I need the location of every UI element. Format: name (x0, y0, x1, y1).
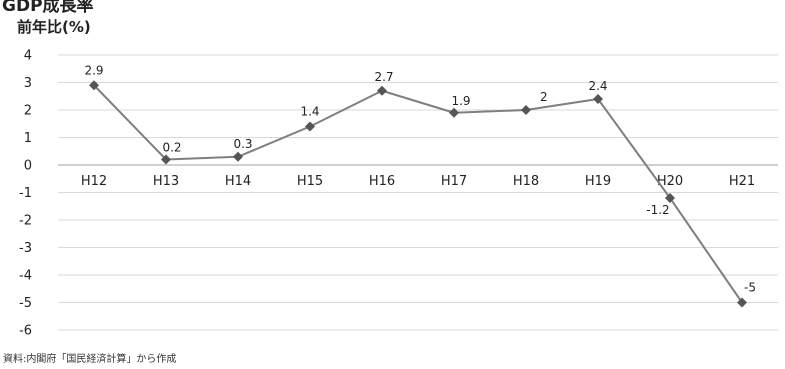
data-point-marker (305, 121, 315, 132)
data-point-marker (233, 151, 243, 162)
data-point-marker (593, 94, 603, 104)
data-label: 2.4 (588, 79, 607, 93)
series-polyline (93, 84, 743, 304)
data-label: 1.4 (300, 105, 319, 119)
chart-title-partial: GDP成長率 (2, 0, 94, 16)
data-label: 1.9 (451, 94, 470, 108)
y-tick-label: -3 (19, 241, 32, 256)
series-line (93, 84, 743, 304)
data-markers (89, 80, 747, 308)
data-labels: 2.9 0.2 0.3 1.4 2.7 1.9 2 2.4 -1.2 -5 (84, 63, 756, 294)
x-tick-label: H21 (729, 174, 755, 189)
x-tick-label: H16 (369, 174, 395, 189)
y-tick-label: 0 (24, 159, 32, 174)
y-tick-label: -4 (19, 269, 32, 284)
data-point-marker (89, 80, 99, 91)
x-tick-label: H12 (81, 174, 107, 189)
x-tick-label: H14 (225, 174, 251, 189)
x-tick-label: H13 (153, 174, 179, 189)
y-tick-label: 2 (24, 104, 32, 119)
x-tick-labels: H12 H13 H14 H15 H16 H17 H18 H19 H20 H21 (81, 174, 755, 189)
y-tick-label: 1 (24, 131, 32, 146)
data-point-marker (737, 297, 747, 308)
data-label: 0.2 (162, 141, 181, 155)
x-tick-label: H20 (657, 174, 683, 189)
y-tick-label: -5 (19, 296, 32, 311)
data-label: 0.3 (233, 137, 252, 151)
data-label: -5 (744, 281, 756, 295)
y-axis-unit-label: 前年比(%) (17, 18, 91, 36)
data-label: -1.2 (646, 203, 669, 217)
data-label: 2.9 (84, 63, 103, 77)
y-tick-labels: 4 3 2 1 0 -1 -2 -3 -4 -5 -6 (19, 49, 32, 339)
source-note: 資料:内閣府「国民経済計算」から作成 (3, 354, 177, 365)
y-tick-label: -2 (19, 214, 32, 229)
data-point-marker (161, 154, 171, 165)
data-label: 2 (540, 90, 548, 104)
x-tick-label: H15 (297, 174, 323, 189)
x-tick-label: H17 (441, 174, 467, 189)
data-label: 2.7 (374, 70, 393, 84)
data-point-marker (377, 85, 387, 96)
y-tick-label: 4 (24, 49, 32, 64)
data-point-marker (665, 193, 675, 203)
x-tick-label: H19 (585, 174, 611, 189)
data-point-marker (521, 105, 531, 115)
grid-lines (58, 54, 778, 331)
data-point-marker (449, 107, 459, 118)
y-tick-label: -1 (19, 186, 32, 201)
x-tick-label: H18 (513, 174, 539, 189)
y-tick-label: -6 (19, 324, 32, 339)
y-tick-label: 3 (24, 76, 32, 91)
